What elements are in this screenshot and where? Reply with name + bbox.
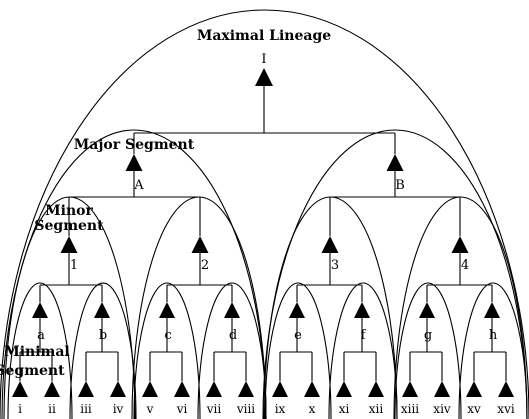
minimal-segment-triangle-a: [32, 302, 48, 318]
major-segment-label-A: A: [133, 178, 144, 193]
lineage-label-viii: viii: [236, 402, 255, 416]
maximal-lineage-heading: Maximal Lineage: [197, 28, 331, 44]
minor-segment-triangle-1: [60, 236, 78, 253]
major-segment-triangle-A: [125, 154, 143, 171]
lineage-triangle-vi: [174, 381, 190, 397]
minimal-segment-label-f: f: [361, 328, 367, 343]
lineage-triangle-iv: [110, 381, 126, 397]
lineage-triangle-viii: [238, 381, 254, 397]
connector-lines-layer: [19, 86, 507, 381]
minor-segment-label-3: 3: [331, 258, 339, 273]
minimal-segment-arc-e: [264, 282, 332, 419]
minimal-segment-arc-b: [69, 282, 137, 419]
minimal-segment-arc-c: [133, 282, 201, 419]
lineage-triangle-ix: [272, 381, 288, 397]
minor-segment-triangle-4: [451, 236, 469, 253]
lineage-triangle-x: [304, 381, 320, 397]
lineage-label-xii: xii: [369, 402, 384, 416]
lineage-label-iii: iii: [80, 402, 92, 416]
lineage-triangle-xiii: [402, 381, 418, 397]
lineage-label-ii: ii: [48, 402, 56, 416]
minimal-segment-label-d: d: [229, 328, 237, 343]
minimal-segment-label-e: e: [294, 328, 302, 343]
major-segment-arc-B: [262, 129, 528, 419]
minimal-segment-label-g: g: [424, 328, 432, 343]
minor-segment-label-1: 1: [70, 258, 78, 273]
minor-segment-label-4: 4: [461, 258, 469, 273]
minimal-segment-heading-line1: Minimal: [4, 344, 70, 360]
minor-segment-heading-line1: Minor: [45, 203, 93, 219]
lineage-triangle-xiv: [434, 381, 450, 397]
minimal-segment-label-b: b: [99, 328, 107, 343]
lineage-label-iv: iv: [113, 402, 124, 416]
maximal-lineage-triangle: [255, 68, 273, 86]
minimal-segment-arc-f: [328, 282, 398, 419]
lineage-triangle-vii: [206, 381, 222, 397]
minor-segment-triangle-3: [321, 236, 339, 253]
minimal-segment-triangle-e: [289, 302, 305, 318]
minimal-segment-label-h: h: [489, 328, 498, 343]
minimal-segment-arc-d: [197, 282, 267, 419]
lineage-label-x: x: [309, 402, 316, 416]
major-segment-label-B: B: [395, 178, 405, 193]
lineage-label-v: v: [146, 402, 154, 416]
minimal-segment-heading-line2: Segment: [0, 363, 65, 379]
lineage-label-vii: vii: [206, 402, 222, 416]
minor-segment-label-2: 2: [201, 258, 209, 273]
lineage-label-xvi: xvi: [497, 402, 515, 416]
minimal-segment-triangle-f: [354, 302, 370, 318]
lineage-triangle-xii: [368, 381, 384, 397]
lineage-triangle-iii: [78, 381, 94, 397]
lineage-label-xiv: xiv: [433, 402, 451, 416]
minimal-segment-label-a: a: [37, 328, 45, 343]
lineage-label-vi: vi: [176, 402, 188, 416]
maximal-lineage-label: I: [261, 52, 266, 67]
lineage-label-i: i: [18, 402, 22, 416]
lineage-triangle-xvi: [498, 381, 514, 397]
lineage-triangle-v: [142, 381, 158, 397]
lineage-label-xi: xi: [339, 402, 350, 416]
minimal-segment-triangle-b: [94, 302, 110, 318]
minimal-segment-triangle-d: [224, 302, 240, 318]
minimal-segment-arc-h: [458, 282, 528, 419]
minor-segment-heading-line2: Segment: [34, 218, 104, 234]
lineage-label-ix: ix: [275, 402, 286, 416]
lineage-label-xv: xv: [467, 402, 481, 416]
minimal-segment-arc-g: [394, 282, 462, 419]
major-segment-triangle-B: [386, 154, 404, 171]
lineage-labels-layer: IA B1 2 3 4a b c d e f g hi ii iii iv v vi vii viii ix x xi xi…: [18, 52, 515, 416]
minimal-segment-arc-a: [7, 282, 73, 419]
minor-segment-triangle-2: [191, 236, 209, 253]
lineage-label-xiii: xiii: [401, 402, 419, 416]
lineage-triangle-xi: [336, 381, 352, 397]
major-segment-heading: Major Segment: [74, 137, 195, 153]
minimal-segment-triangle-g: [419, 302, 435, 318]
lineage-triangle-ii: [44, 381, 60, 397]
lineage-triangle-xv: [466, 381, 482, 397]
minimal-segment-triangle-h: [484, 302, 500, 318]
maximal-lineage-arc: [0, 9, 529, 419]
minimal-segment-label-c: c: [164, 328, 171, 343]
lineage-triangle-i: [12, 381, 28, 397]
minimal-segment-triangle-c: [159, 302, 175, 318]
lineage-triangles-layer: [12, 68, 514, 397]
